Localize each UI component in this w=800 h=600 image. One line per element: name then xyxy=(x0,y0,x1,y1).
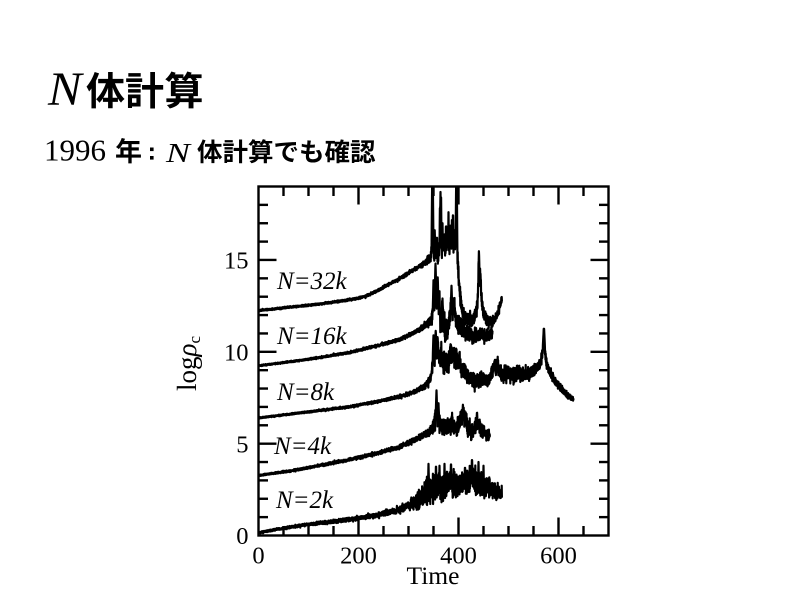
svg-text:200: 200 xyxy=(340,543,377,570)
svg-text:0: 0 xyxy=(236,523,248,550)
svg-text:5: 5 xyxy=(236,431,248,458)
svg-text:600: 600 xyxy=(540,543,577,570)
svg-text:15: 15 xyxy=(224,248,249,275)
svg-text:N=16k: N=16k xyxy=(276,323,348,350)
svg-text:N=4k: N=4k xyxy=(273,433,332,460)
svg-text:logρc: logρc xyxy=(172,336,204,391)
svg-text:0: 0 xyxy=(252,543,264,570)
svg-text:N: N xyxy=(47,62,84,115)
svg-text:N=2k: N=2k xyxy=(275,487,334,514)
svg-text:1996: 1996 xyxy=(44,133,106,168)
svg-text:10: 10 xyxy=(224,340,249,367)
svg-text:Time: Time xyxy=(407,561,460,590)
svg-text:N=8k: N=8k xyxy=(276,379,335,406)
svg-text:N=32k: N=32k xyxy=(276,268,348,295)
svg-text:400: 400 xyxy=(440,543,477,570)
svg-text:N: N xyxy=(165,138,192,168)
